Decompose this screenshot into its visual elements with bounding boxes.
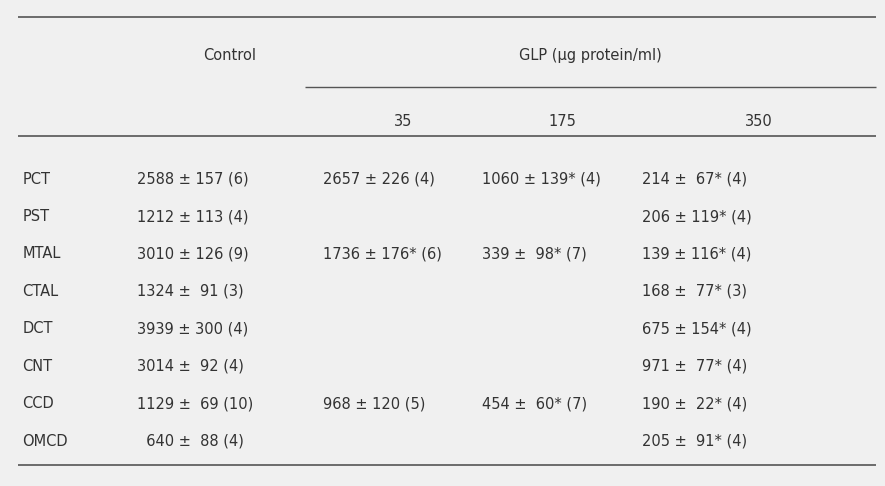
Text: 350: 350 [745,114,773,129]
Text: 206 ± 119* (4): 206 ± 119* (4) [642,209,751,224]
Text: 339 ±  98* (7): 339 ± 98* (7) [482,246,587,261]
Text: 1212 ± 113 (4): 1212 ± 113 (4) [137,209,249,224]
Text: 214 ±  67* (4): 214 ± 67* (4) [642,172,747,187]
Text: 1129 ±  69 (10): 1129 ± 69 (10) [137,396,253,411]
Text: GLP (μg protein/ml): GLP (μg protein/ml) [519,49,662,63]
Text: 175: 175 [548,114,576,129]
Text: 1736 ± 176* (6): 1736 ± 176* (6) [323,246,442,261]
Text: PCT: PCT [22,172,50,187]
Text: 205 ±  91* (4): 205 ± 91* (4) [642,434,747,449]
Text: 1324 ±  91 (3): 1324 ± 91 (3) [137,284,243,299]
Text: CTAL: CTAL [22,284,58,299]
Text: 3014 ±  92 (4): 3014 ± 92 (4) [137,359,244,374]
Text: 168 ±  77* (3): 168 ± 77* (3) [642,284,747,299]
Text: CNT: CNT [22,359,52,374]
Text: MTAL: MTAL [22,246,60,261]
Text: DCT: DCT [22,321,52,336]
Text: 1060 ± 139* (4): 1060 ± 139* (4) [482,172,601,187]
Text: 2588 ± 157 (6): 2588 ± 157 (6) [137,172,249,187]
Text: 2657 ± 226 (4): 2657 ± 226 (4) [323,172,435,187]
Text: PST: PST [22,209,50,224]
Text: 3939 ± 300 (4): 3939 ± 300 (4) [137,321,249,336]
Text: 139 ± 116* (4): 139 ± 116* (4) [642,246,751,261]
Text: 454 ±  60* (7): 454 ± 60* (7) [482,396,588,411]
Text: 675 ± 154* (4): 675 ± 154* (4) [642,321,751,336]
Text: 35: 35 [394,114,412,129]
Text: 968 ± 120 (5): 968 ± 120 (5) [323,396,426,411]
Text: 3010 ± 126 (9): 3010 ± 126 (9) [137,246,249,261]
Text: OMCD: OMCD [22,434,68,449]
Text: 971 ±  77* (4): 971 ± 77* (4) [642,359,747,374]
Text: CCD: CCD [22,396,54,411]
Text: 640 ±  88 (4): 640 ± 88 (4) [137,434,244,449]
Text: 190 ±  22* (4): 190 ± 22* (4) [642,396,747,411]
Text: Control: Control [204,49,257,63]
